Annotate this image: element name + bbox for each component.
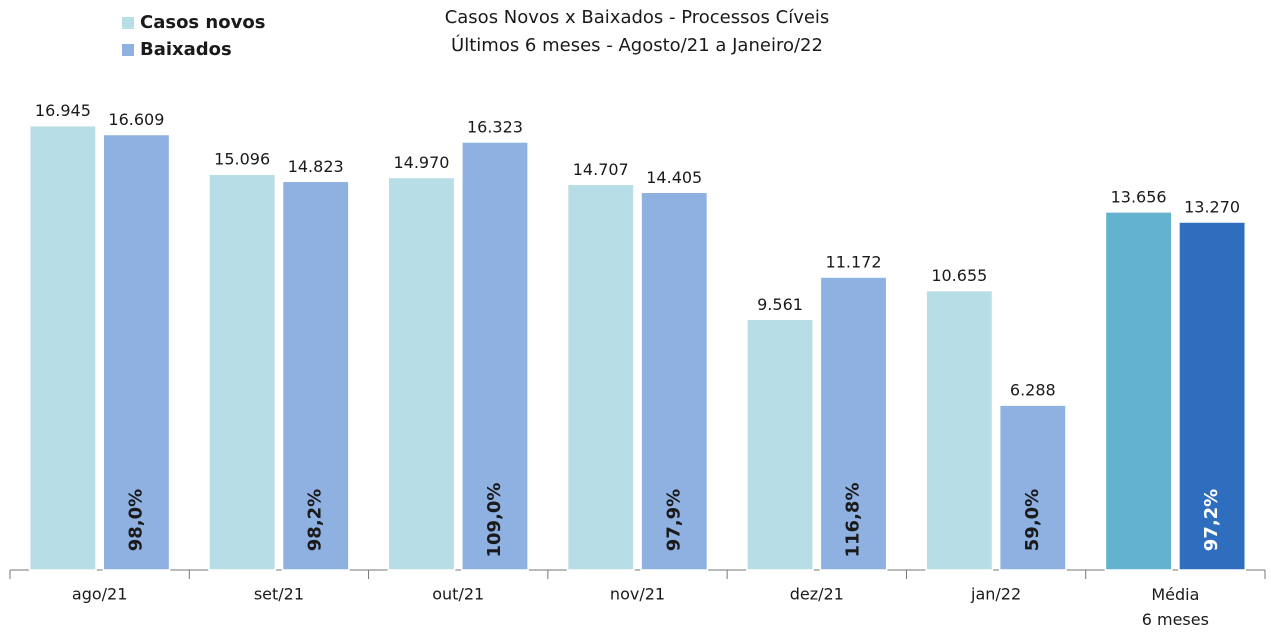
bar (281, 180, 350, 571)
bar (746, 318, 814, 571)
bar (28, 124, 97, 571)
x-tick-label: ago/21 (72, 585, 128, 604)
data-label: 13.270 (1184, 198, 1240, 217)
x-tick-label: Média 6 meses (1142, 585, 1209, 629)
data-label: 11.172 (826, 253, 882, 272)
data-label: 16.945 (35, 101, 91, 120)
bar (387, 176, 456, 571)
legend-swatch (122, 17, 134, 29)
data-label: 14.405 (646, 168, 702, 187)
bar (1178, 221, 1247, 571)
ratio-label: 97,2% (1201, 489, 1222, 551)
bar (461, 141, 529, 571)
data-label: 16.323 (467, 117, 523, 136)
bar (925, 289, 994, 571)
chart-subtitle: Últimos 6 meses - Agosto/21 a Janeiro/22 (451, 34, 823, 56)
x-tick-label: nov/21 (610, 585, 665, 604)
data-label: 15.096 (214, 150, 270, 169)
data-label: 14.707 (573, 160, 629, 179)
bar (819, 276, 888, 571)
data-label: 14.970 (393, 153, 449, 172)
chart-title: Casos Novos x Baixados - Processos Cívei… (445, 7, 830, 28)
legend-swatch (122, 44, 134, 56)
legend-label: Baixados (140, 39, 232, 60)
bar (998, 404, 1067, 571)
ratio-label: 98,0% (125, 489, 146, 551)
ratio-label: 98,2% (305, 489, 326, 551)
data-label: 16.609 (108, 110, 164, 129)
data-label: 9.561 (757, 295, 803, 314)
ratio-label: 97,9% (663, 489, 684, 551)
data-label: 10.655 (931, 266, 987, 285)
data-label: 6.288 (1010, 381, 1056, 400)
bar (640, 191, 709, 571)
ratio-label: 116,8% (843, 483, 864, 558)
x-tick-label: set/21 (254, 585, 304, 604)
x-tick-label: dez/21 (790, 585, 844, 604)
data-label: 13.656 (1111, 187, 1167, 206)
ratio-label: 59,0% (1022, 489, 1043, 551)
data-label: 14.823 (288, 157, 344, 176)
ratio-label: 109,0% (484, 483, 505, 558)
bar (1104, 211, 1173, 571)
legend-label: Casos novos (140, 12, 265, 33)
x-tick-label: jan/22 (970, 585, 1021, 604)
bar (566, 183, 635, 571)
x-tick-label: out/21 (432, 585, 484, 604)
bar (102, 133, 171, 571)
bar (208, 173, 277, 571)
